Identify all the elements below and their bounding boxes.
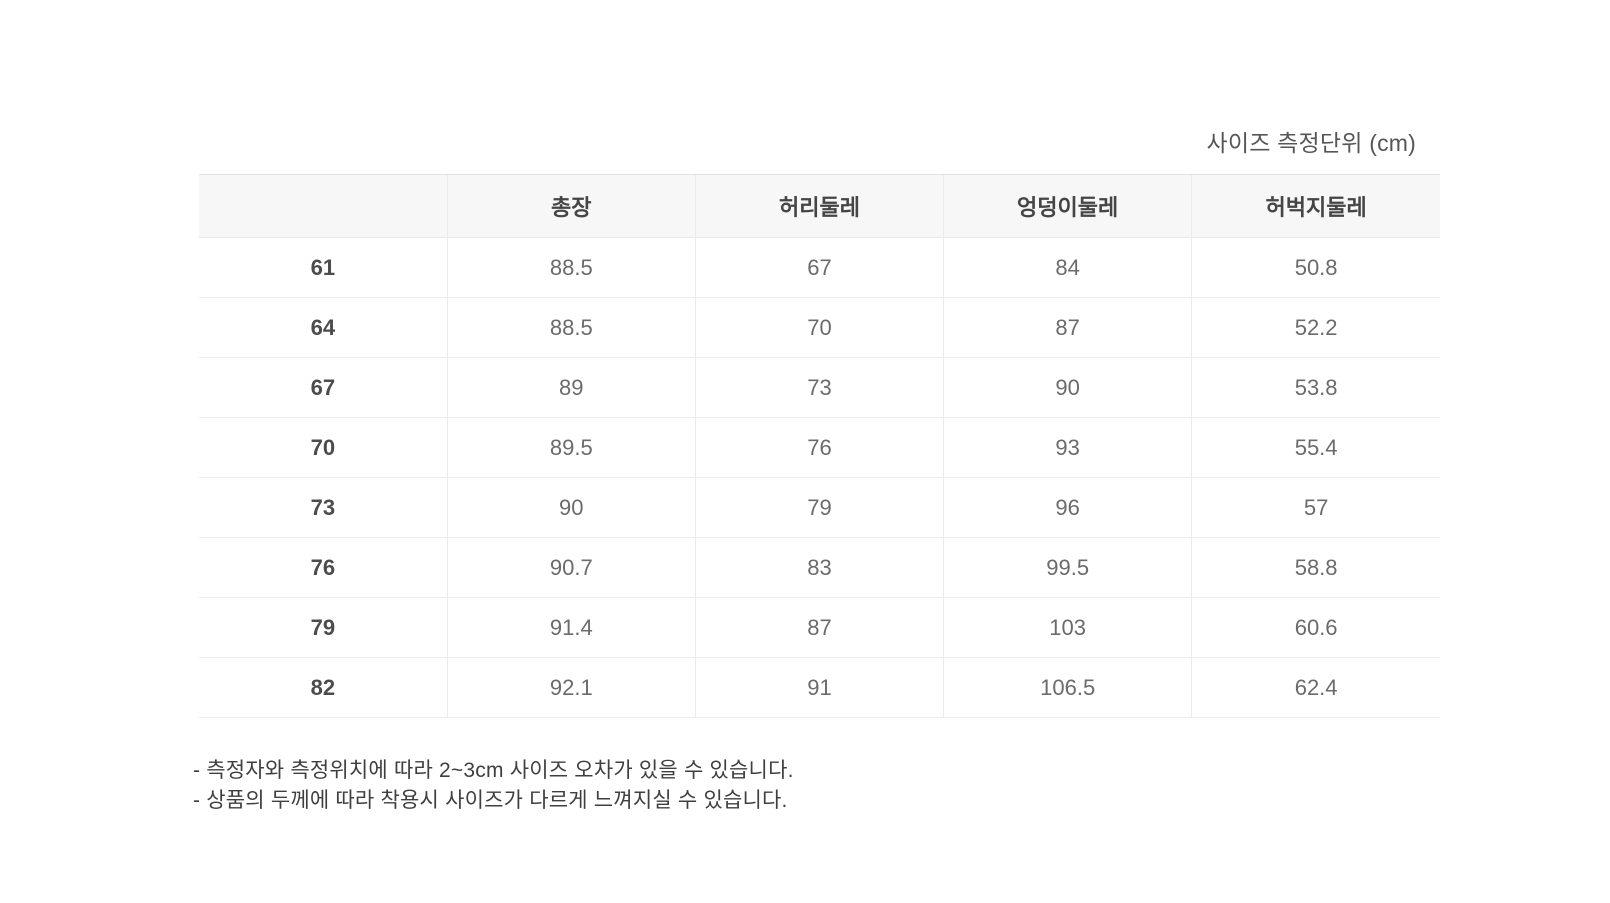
measurement-value: 60.6 [1191, 597, 1440, 658]
measurement-value: 58.8 [1191, 537, 1440, 598]
size-value: 64 [199, 297, 448, 358]
size-value: 67 [199, 357, 448, 418]
size-unit-label: 사이즈 측정단위 (cm) [1206, 130, 1416, 156]
table-row: 67 89 73 90 53.8 [199, 357, 1440, 418]
table-row: 82 92.1 91 106.5 62.4 [199, 657, 1440, 718]
size-value: 82 [199, 657, 448, 718]
size-value: 70 [199, 417, 448, 478]
header-row: 총장 허리둘레 엉덩이둘레 허벅지둘레 [199, 174, 1440, 238]
measurement-value: 89 [446, 357, 696, 418]
measurement-value: 55.4 [1191, 417, 1440, 478]
measurement-value: 52.2 [1191, 297, 1440, 358]
measurement-value: 73 [694, 357, 944, 418]
measurement-value: 67 [694, 237, 944, 298]
measurement-value: 96 [943, 477, 1192, 538]
note-line: - 측정자와 측정위치에 따라 2~3cm 사이즈 오차가 있을 수 있습니다. [193, 759, 794, 782]
measurement-value: 87 [943, 297, 1192, 358]
column-header: 허리둘레 [694, 174, 944, 238]
measurement-value: 91.4 [446, 597, 696, 658]
measurement-value: 106.5 [943, 657, 1192, 718]
measurement-value: 88.5 [446, 297, 696, 358]
measurement-value: 88.5 [446, 237, 696, 298]
measurement-value: 50.8 [1191, 237, 1440, 298]
size-chart-header: 총장 허리둘레 엉덩이둘레 허벅지둘레 [199, 174, 1440, 238]
measurement-value: 84 [943, 237, 1192, 298]
table-row: 64 88.5 70 87 52.2 [199, 297, 1440, 358]
measurement-value: 70 [694, 297, 944, 358]
measurement-value: 91 [694, 657, 944, 718]
measurement-value: 62.4 [1191, 657, 1440, 718]
size-value: 79 [199, 597, 448, 658]
size-chart-table: 총장 허리둘레 엉덩이둘레 허벅지둘레 61 88.5 67 84 50.8 64 88.5 70 8… [199, 174, 1440, 718]
note-line: - 상품의 두께에 따라 착용시 사이즈가 다르게 느껴지실 수 있습니다. [193, 789, 788, 812]
measurement-value: 83 [694, 537, 944, 598]
column-header-empty [199, 174, 448, 238]
measurement-value: 90 [943, 357, 1192, 418]
measurement-value: 99.5 [943, 537, 1192, 598]
measurement-value: 92.1 [446, 657, 696, 718]
table-row: 70 89.5 76 93 55.4 [199, 417, 1440, 478]
size-guide-notes: - 측정자와 측정위치에 따라 2~3cm 사이즈 오차가 있을 수 있습니다.… [193, 756, 794, 816]
measurement-value: 103 [943, 597, 1192, 658]
size-value: 61 [199, 237, 448, 298]
size-value: 76 [199, 537, 448, 598]
measurement-value: 57 [1191, 477, 1440, 538]
column-header: 총장 [446, 174, 696, 238]
measurement-value: 93 [943, 417, 1192, 478]
table-row: 76 90.7 83 99.5 58.8 [199, 537, 1440, 598]
column-header: 허벅지둘레 [1191, 174, 1440, 238]
size-value: 73 [199, 477, 448, 538]
measurement-value: 53.8 [1191, 357, 1440, 418]
measurement-value: 90 [446, 477, 696, 538]
measurement-value: 89.5 [446, 417, 696, 478]
measurement-value: 87 [694, 597, 944, 658]
table-row: 79 91.4 87 103 60.6 [199, 597, 1440, 658]
size-chart-body: 61 88.5 67 84 50.8 64 88.5 70 87 52.2 67 89 73 90 53.8… [199, 237, 1440, 718]
column-header: 엉덩이둘레 [943, 174, 1192, 238]
table-row: 61 88.5 67 84 50.8 [199, 237, 1440, 298]
measurement-value: 79 [694, 477, 944, 538]
table-row: 73 90 79 96 57 [199, 477, 1440, 538]
measurement-value: 90.7 [446, 537, 696, 598]
measurement-value: 76 [694, 417, 944, 478]
